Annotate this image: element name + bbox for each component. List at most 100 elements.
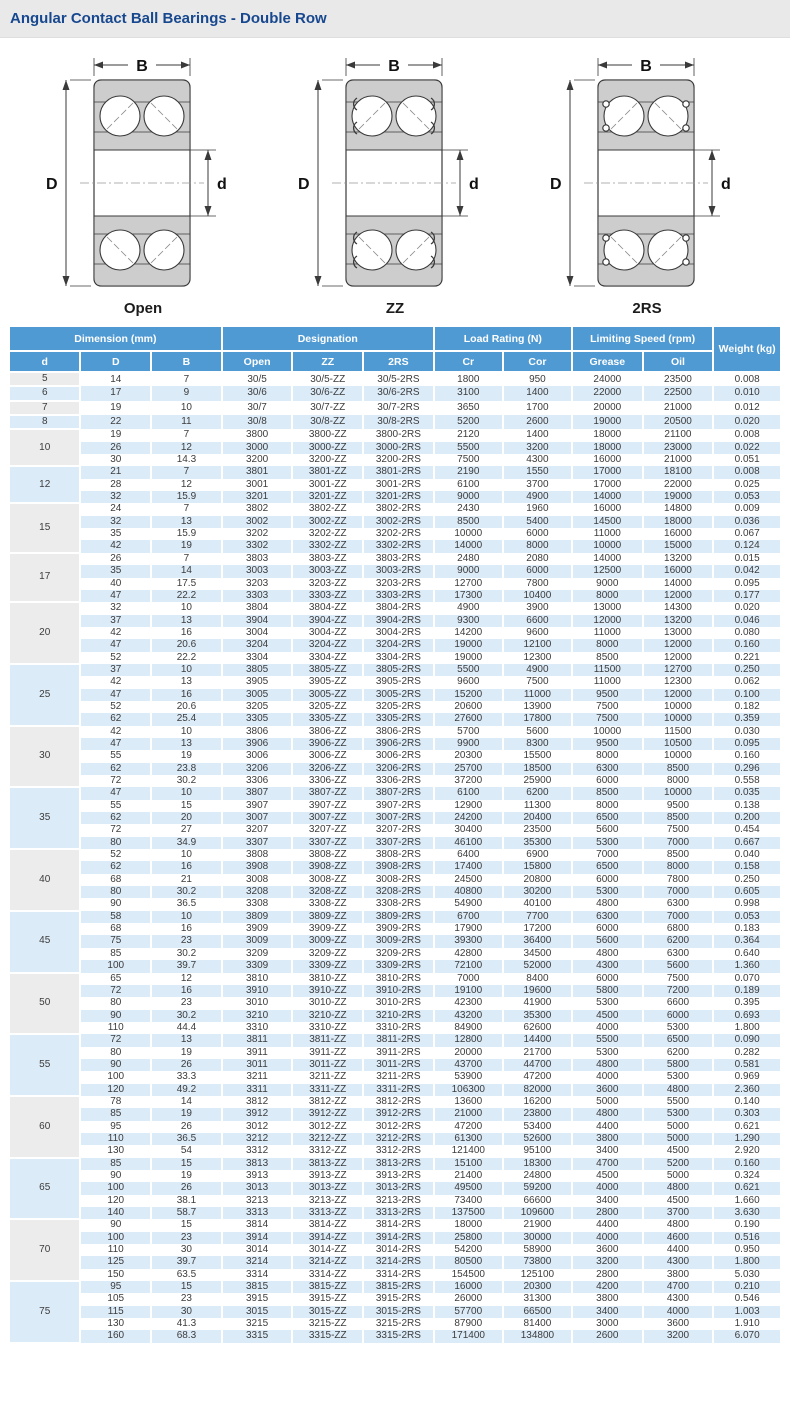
cell-width-B: 38.1: [150, 1194, 223, 1208]
cell-outer-diameter-D: 47: [79, 737, 153, 751]
cell-load-cr: 25800: [432, 1231, 504, 1245]
cell-speed-grease: 6300: [570, 762, 644, 775]
cell-load-cor: 44700: [501, 1058, 573, 1072]
cell-outer-diameter-D: 17: [79, 386, 153, 401]
cell-designation-zz: 3210-ZZ: [291, 1009, 365, 1022]
cell-load-cr: 87900: [432, 1318, 504, 1331]
cell-weight: 0.693: [712, 1009, 782, 1022]
cell-width-B: 26: [150, 1058, 223, 1072]
cell-designation-open: 3312: [220, 1145, 294, 1158]
cell-designation-zz: 3914-ZZ: [291, 1231, 365, 1245]
cell-designation-open: 3309: [220, 960, 294, 973]
cell-speed-oil: 3800: [641, 1268, 715, 1282]
cell-designation-2rs: 3214-2RS: [362, 1256, 435, 1269]
cell-designation-zz: 3815-ZZ: [291, 1281, 365, 1294]
cell-load-cor: 8300: [501, 737, 573, 751]
cell-load-cr: 24200: [432, 812, 504, 825]
table-row: 110 36.5 3212 3212-ZZ 3212-2RS 61300 52600 3800…: [9, 1132, 782, 1146]
cell-speed-grease: 7500: [570, 713, 644, 726]
cell-designation-2rs: 3808-2RS: [362, 849, 435, 862]
table-row: 55 72 13 3811 3811-ZZ 3811-2RS 12800 14400 5500 6…: [7, 1033, 782, 1097]
cell-load-cor: 109600: [501, 1207, 573, 1220]
ball: [395, 229, 437, 271]
cell-designation-open: 3203: [220, 577, 294, 590]
cell-designation-2rs: 3905-2RS: [362, 676, 435, 689]
cell-designation-2rs: 3811-2RS: [362, 1034, 435, 1047]
cell-load-cor: 47200: [501, 1071, 573, 1084]
cell-outer-diameter-D: 80: [79, 886, 153, 899]
cell-load-cor: 66500: [501, 1305, 573, 1319]
cell-speed-oil: 7500: [641, 972, 715, 985]
cell-weight: 0.621: [712, 1120, 782, 1133]
cell-weight: 2.920: [712, 1145, 782, 1158]
cell-designation-zz: 3910-ZZ: [291, 984, 365, 998]
cell-load-cr: 37200: [432, 775, 504, 788]
cell-outer-diameter-D: 47: [79, 787, 153, 800]
cell-load-cr: 20300: [432, 750, 504, 763]
arrowhead: [456, 206, 464, 216]
cell-load-cr: 5700: [432, 725, 504, 738]
cell-designation-open: 3009: [220, 935, 294, 948]
cell-designation-2rs: 3003-2RS: [362, 565, 435, 578]
cell-weight: 0.581: [712, 1058, 782, 1072]
col-header-cor: Cor: [501, 350, 573, 373]
cell-outer-diameter-D: 62: [79, 713, 153, 726]
cell-speed-oil: 9500: [641, 799, 715, 813]
table-row: 12 21 7 3801 3801-ZZ 3801-2RS 2190 1550 17000 181…: [7, 465, 782, 505]
table-group-header-row: Dimension (mm) Designation Load Rating (…: [8, 325, 782, 373]
cell-speed-oil: 16000: [641, 565, 715, 578]
cell-speed-oil: 10500: [641, 737, 715, 751]
cell-designation-2rs: 3302-2RS: [362, 540, 435, 553]
table-row: 20 32 10 3804 3804-ZZ 3804-2RS 4900 3900 13000 14…: [7, 601, 782, 665]
cell-load-cor: 21700: [501, 1046, 573, 1059]
cell-bore-diameter-d: 17: [7, 551, 82, 604]
cell-outer-diameter-D: 42: [79, 725, 153, 738]
cell-designation-open: 3913: [220, 1170, 294, 1183]
cell-load-cor: 11300: [501, 799, 573, 813]
cell-load-cr: 9900: [432, 737, 504, 751]
table-row: 28 12 3001 3001-ZZ 3001-2RS 6100 3700 17000 2200…: [9, 478, 782, 492]
cell-load-cor: 95100: [501, 1145, 573, 1158]
cell-speed-grease: 4500: [570, 1009, 644, 1022]
cell-load-cr: 14200: [432, 626, 504, 640]
seal-mark: [682, 258, 690, 266]
seal-mark: [682, 234, 690, 242]
cell-speed-oil: 5300: [641, 1021, 715, 1035]
cell-designation-2rs: 3309-2RS: [362, 960, 435, 973]
cell-load-cr: 20600: [432, 700, 504, 714]
cell-bore-diameter-d: 55: [7, 1033, 82, 1097]
cell-load-cor: 6900: [501, 849, 573, 862]
table-row: 68 16 3909 3909-ZZ 3909-2RS 17900 17200 6000 680…: [9, 923, 782, 936]
cell-weight: 0.359: [712, 713, 782, 726]
cell-load-cor: 6200: [501, 787, 573, 800]
cell-designation-2rs: 3914-2RS: [362, 1231, 435, 1245]
table-row: 130 54 3312 3312-ZZ 3312-2RS 121400 95100 3400 4…: [9, 1145, 782, 1158]
cell-speed-grease: 4000: [570, 1182, 644, 1195]
cell-speed-oil: 13200: [641, 614, 715, 627]
cell-designation-open: 3215: [220, 1318, 294, 1331]
cell-load-cor: 3700: [501, 478, 573, 492]
cell-speed-grease: 8000: [570, 750, 644, 763]
cell-designation-zz: 3905-ZZ: [291, 676, 365, 689]
cell-bore-diameter-d: 50: [7, 971, 82, 1036]
cell-designation-open: 3012: [220, 1120, 294, 1133]
arrowhead: [204, 206, 212, 216]
cell-designation-open: 3808: [220, 849, 294, 862]
cell-designation-2rs: 3215-2RS: [362, 1318, 435, 1331]
cell-load-cor: 7500: [501, 676, 573, 689]
table-row: 5 14 7 30/5 30/5-ZZ 30/5-2RS 1800 950 24000 23500…: [7, 370, 782, 388]
cell-speed-oil: 21000: [641, 400, 715, 416]
cell-load-cr: 5500: [432, 663, 504, 677]
cell-bore-diameter-d: 5: [7, 370, 82, 388]
cell-designation-open: 3210: [220, 1009, 294, 1022]
cell-designation-open: 3003: [220, 565, 294, 578]
table-row: 90 26 3011 3011-ZZ 3011-2RS 43700 44700 4800 580…: [9, 1058, 782, 1072]
cell-load-cor: 5600: [501, 725, 573, 738]
cell-designation-2rs: 3809-2RS: [362, 910, 435, 924]
cell-outer-diameter-D: 100: [79, 1231, 153, 1245]
cell-designation-zz: 3809-ZZ: [291, 910, 365, 924]
cell-speed-grease: 3600: [570, 1244, 644, 1257]
cell-speed-grease: 6000: [570, 923, 644, 936]
cell-load-cr: 17300: [432, 589, 504, 603]
